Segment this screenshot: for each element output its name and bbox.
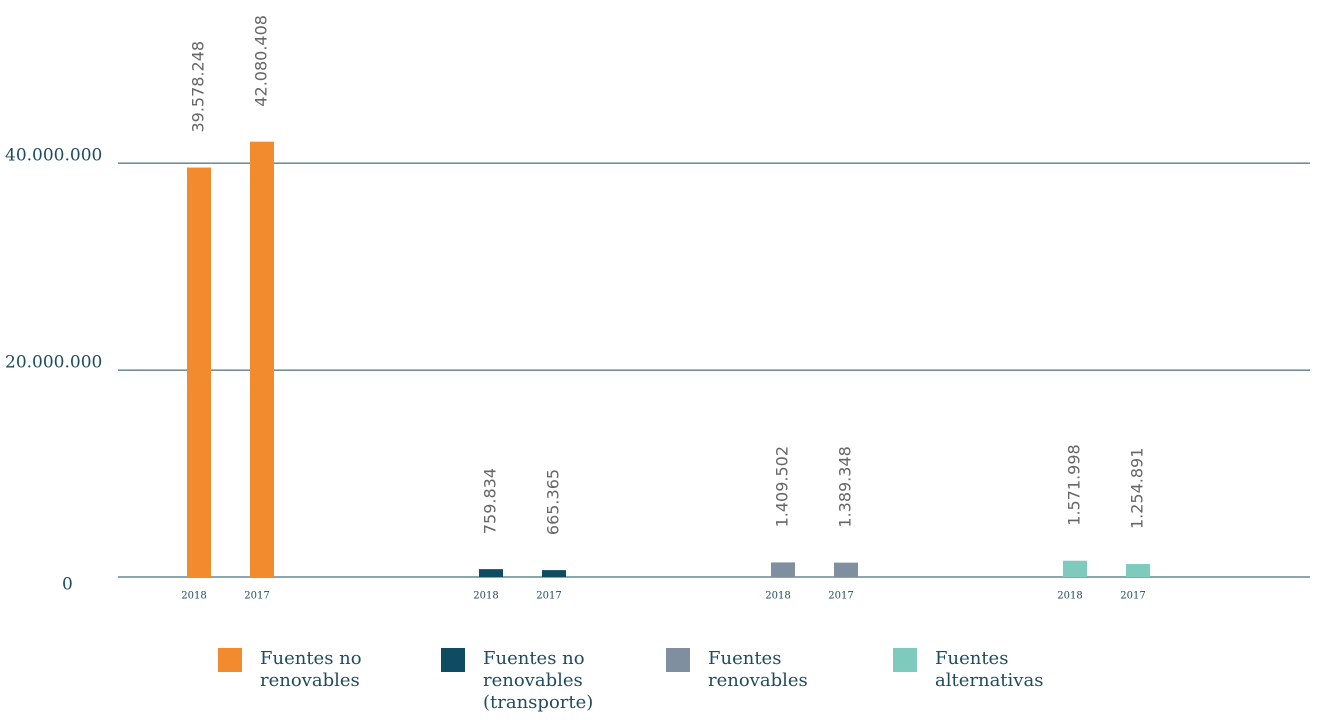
bar: [834, 562, 858, 577]
x-tick-label: 2018: [473, 591, 498, 602]
chart: 0 20.000.000 40.000.000 2018 39.578.248 2017 4…: [5, 15, 1310, 602]
value-label: 1.571.998: [1065, 444, 1084, 525]
legend-swatch: [666, 648, 690, 672]
bar: [250, 141, 274, 577]
value-label: 1.409.502: [773, 446, 792, 527]
legend-swatch: [218, 648, 242, 672]
x-tick-label: 2018: [181, 591, 206, 602]
legend-label: Fuentes no renovables: [260, 648, 362, 691]
x-tick-label: 2017: [1120, 591, 1145, 602]
bar: [542, 570, 566, 577]
legend-label: Fuentes renovables: [708, 648, 808, 691]
x-tick-label: 2017: [244, 591, 269, 602]
value-label: 39.578.248: [189, 41, 208, 133]
y-tick-label: 0: [62, 575, 73, 595]
value-label: 759.834: [481, 468, 500, 534]
legend-item: Fuentes renovables: [666, 648, 848, 692]
legend-swatch: [893, 648, 917, 672]
legend-label: Fuentes alternativas: [935, 648, 1044, 691]
bar: [479, 569, 503, 577]
x-tick-label: 2018: [1057, 591, 1082, 602]
legend-item: Fuentes no renovables (transporte): [441, 648, 623, 714]
x-tick-label: 2018: [765, 591, 790, 602]
value-label: 665.365: [544, 469, 563, 535]
value-label: 1.389.348: [836, 446, 855, 527]
bar: [1126, 564, 1150, 577]
bar: [187, 167, 211, 577]
legend-item: Fuentes alternativas: [893, 648, 1075, 692]
value-label: 1.254.891: [1128, 448, 1147, 529]
y-tick-label: 20.000.000: [5, 353, 102, 373]
x-tick-label: 2017: [536, 591, 561, 602]
x-tick-label: 2017: [828, 591, 853, 602]
legend-label: Fuentes no renovables (transporte): [483, 648, 594, 713]
legend-item: Fuentes no renovables: [218, 648, 400, 692]
legend-swatch: [441, 648, 465, 672]
bar: [1063, 560, 1087, 577]
value-label: 42.080.408: [252, 15, 271, 107]
bar: [771, 562, 795, 577]
y-tick-label: 40.000.000: [5, 146, 102, 166]
